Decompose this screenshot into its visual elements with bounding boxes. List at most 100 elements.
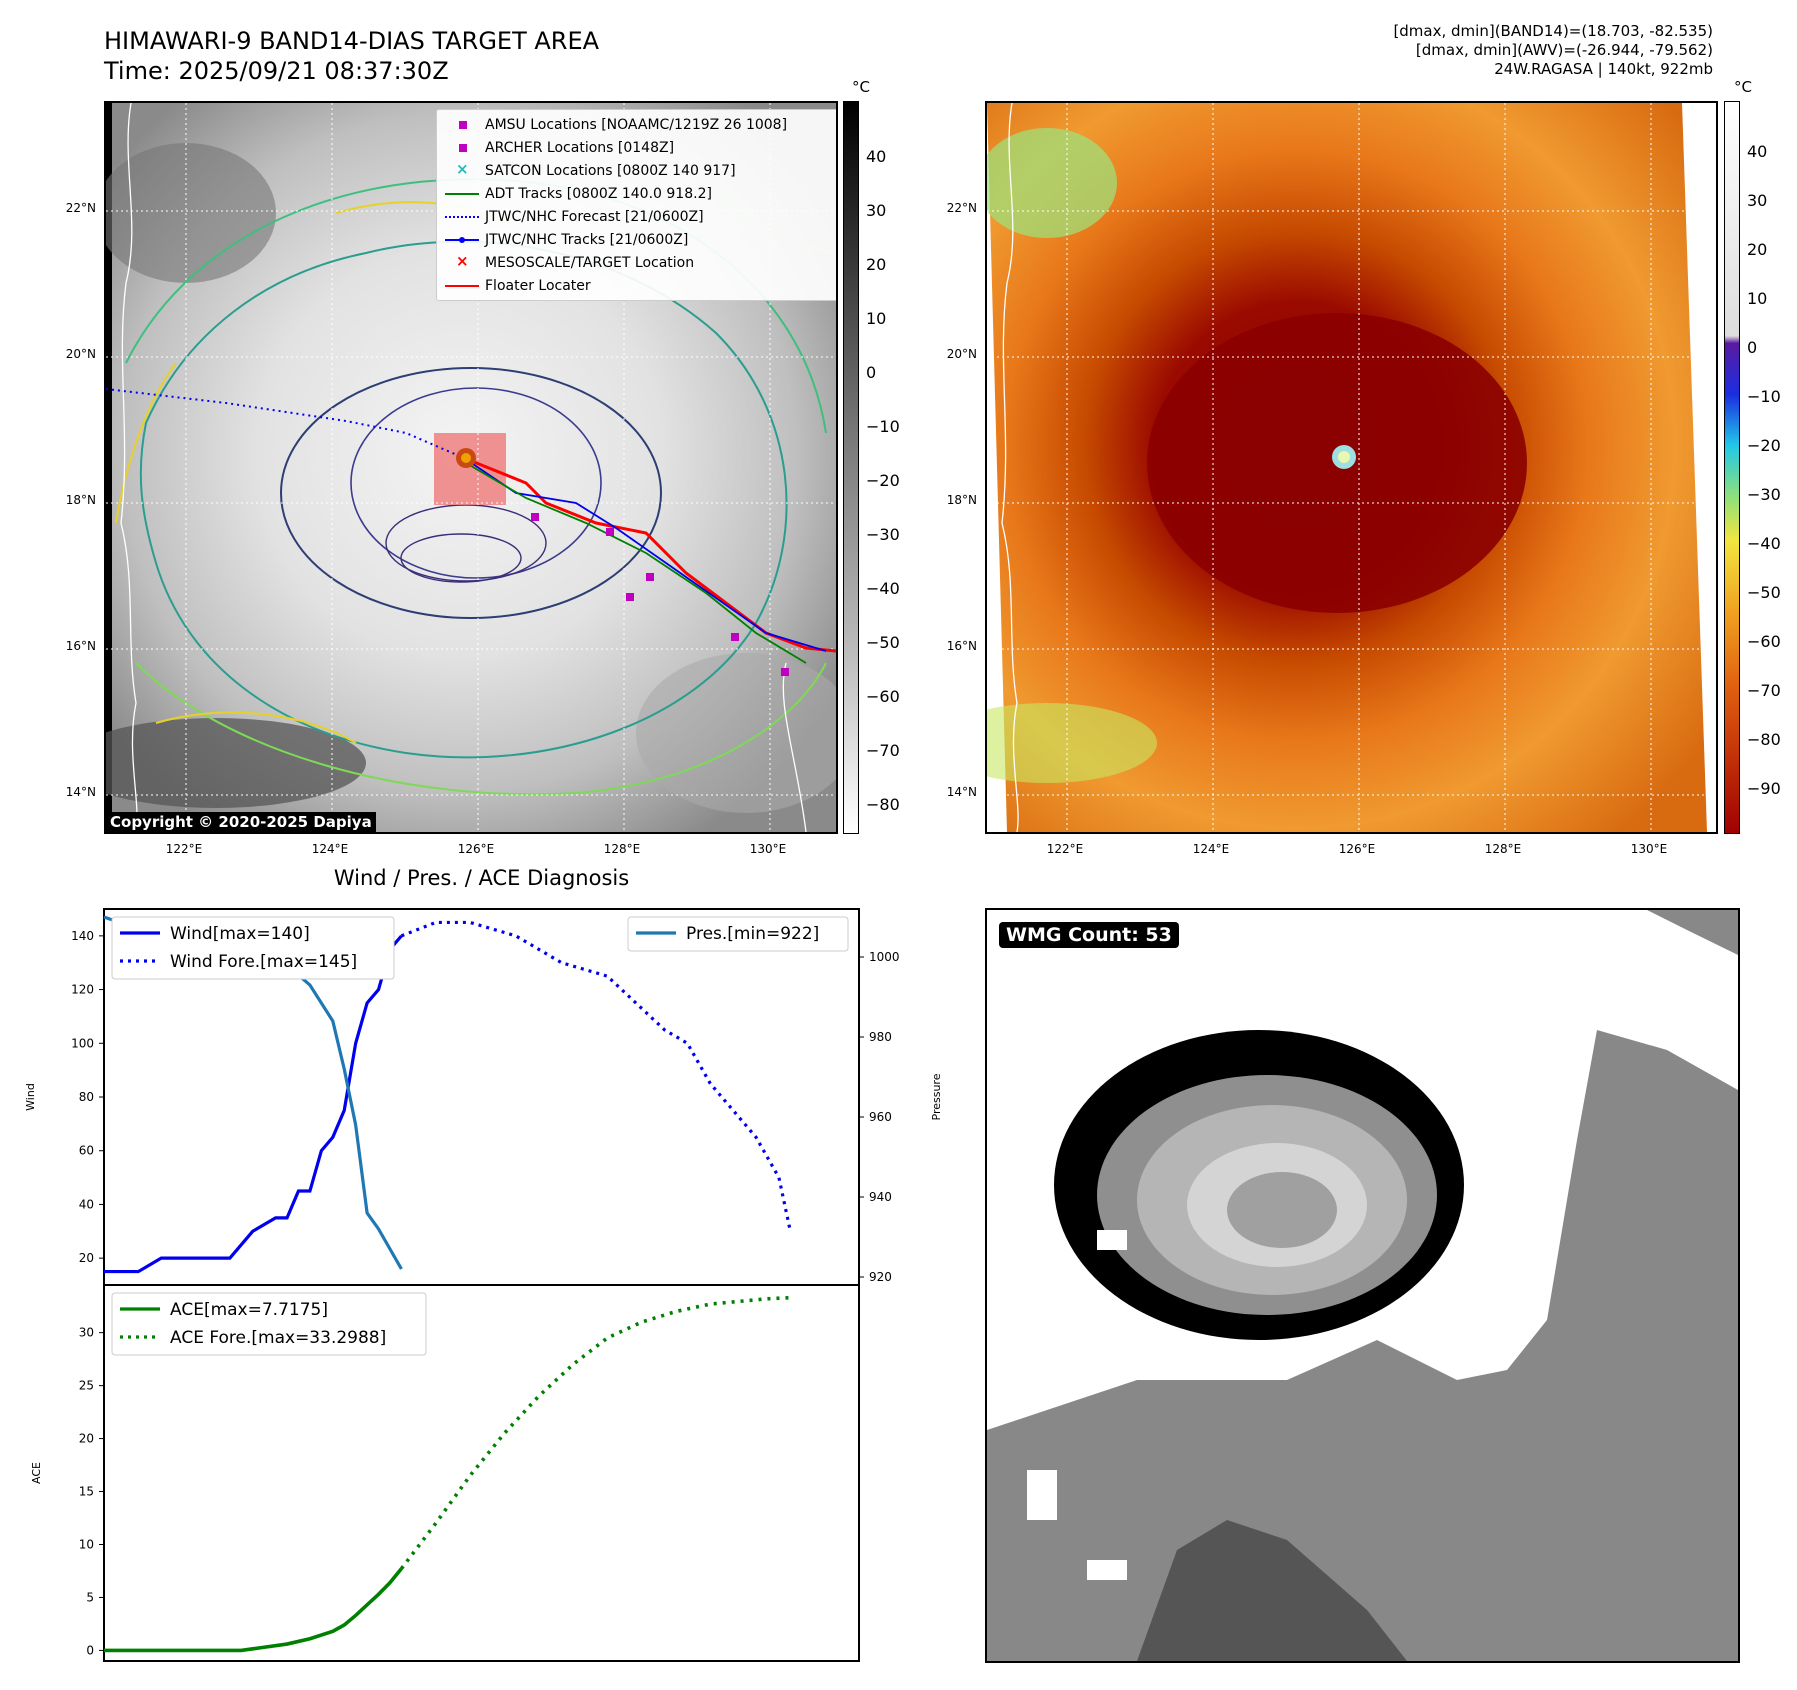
legend-entry: Pres.[min=922] (686, 924, 819, 944)
lon-tick-label: 130°E (749, 842, 787, 856)
legend-label: Floater Locater (485, 277, 591, 294)
storm-info: 24W.RAGASA | 140kt, 922mb (1494, 60, 1713, 78)
legend-entry: ACE Fore.[max=33.2988] (170, 1328, 386, 1348)
colorbar-tick-label: −50 (866, 633, 900, 652)
legend-item-forecast: JTWC/NHC Forecast [21/0600Z] (441, 205, 835, 228)
legend-label: AMSU Locations [NOAAMC/1219Z 26 1008] (485, 116, 788, 133)
title-line2: Time: 2025/09/21 08:37:30Z (104, 57, 449, 85)
stats-awv: [dmax, dmin](AWV)=(-26.944, -79.562) (1415, 41, 1713, 59)
pressure-tick-label: 960 (869, 1110, 892, 1124)
right-map-lat-labels: 22°N 20°N 18°N 16°N 14°N (921, 101, 981, 834)
colorbar-tick-label: 40 (1747, 142, 1768, 161)
square-marker-icon (459, 143, 467, 152)
copyright-label: Copyright © 2020-2025 Dapiya (106, 812, 376, 832)
wind-tick-label: 140 (71, 929, 94, 943)
legend-label: JTWC/NHC Tracks [21/0600Z] (485, 231, 689, 248)
wind-tick-label: 40 (79, 1197, 94, 1211)
colorbar-tick-label: 30 (866, 201, 887, 220)
dotted-line-icon (445, 215, 479, 218)
wind-tick-label: 100 (71, 1036, 94, 1050)
ace-tick-label: 10 (79, 1537, 94, 1551)
lat-tick-label: 20°N (65, 347, 96, 361)
colorbar-tick-label: −70 (866, 741, 900, 760)
left-map-lat-labels: 22°N 20°N 18°N 16°N 14°N (40, 101, 100, 834)
left-map-lon-labels: 122°E 124°E 126°E 128°E 130°E (104, 842, 838, 862)
lon-tick-label: 128°E (1484, 842, 1522, 856)
legend-label: SATCON Locations [0800Z 140 917] (485, 162, 736, 179)
wind-forecast-line (400, 920, 792, 1232)
lon-tick-label: 124°E (311, 842, 349, 856)
stats-header: [dmax, dmin](BAND14)=(18.703, -82.535) [… (1393, 22, 1713, 79)
legend-entry: Wind[max=140] (170, 924, 310, 944)
legend-label: JTWC/NHC Forecast [21/0600Z] (485, 208, 704, 225)
title-line1: HIMAWARI-9 BAND14-DIAS TARGET AREA (104, 27, 600, 55)
colorbar-tick-label: −80 (866, 795, 900, 814)
line-marker-icon (445, 284, 479, 287)
right-map-lon-labels: 122°E 124°E 126°E 128°E 130°E (985, 842, 1718, 862)
colorbar-tick-label: 20 (866, 255, 887, 274)
pressure-tick-label: 940 (869, 1190, 892, 1204)
square-marker-icon (459, 120, 467, 129)
pressure-tick-label: 980 (869, 1030, 892, 1044)
wmg-image (987, 910, 1738, 1661)
legend-item-tracks: JTWC/NHC Tracks [21/0600Z] (441, 228, 835, 251)
colorbar-tick-label: 30 (1747, 191, 1768, 210)
wmg-panel: WMG Count: 53 (985, 908, 1740, 1663)
stats-band14: [dmax, dmin](BAND14)=(18.703, -82.535) (1393, 22, 1713, 40)
right-map-panel (985, 101, 1718, 834)
wind-axis-label: Wind (24, 1083, 37, 1111)
left-colorbar (843, 101, 859, 834)
colorbar-tick-label: −30 (866, 525, 900, 544)
ace-legend (111, 1292, 427, 1356)
legend-item-adt: ADT Tracks [0800Z 140.0 918.2] (441, 182, 835, 205)
legend-entry: ACE[max=7.7175] (170, 1300, 328, 1320)
ace-tick-label: 0 (86, 1643, 94, 1657)
legend-item-satcon: × SATCON Locations [0800Z 140 917] (441, 159, 835, 182)
x-marker-icon: × (456, 159, 469, 178)
lon-tick-label: 124°E (1192, 842, 1230, 856)
pressure-legend (627, 916, 849, 952)
colorbar-tick-label: −90 (1747, 779, 1781, 798)
left-map-legend: AMSU Locations [NOAAMC/1219Z 26 1008] AR… (436, 109, 836, 301)
pressure-axis-label: Pressure (930, 1073, 943, 1120)
line-marker-icon (445, 192, 479, 195)
left-map-panel: Copyright © 2020-2025 Dapiya AMSU Locati… (104, 101, 838, 834)
legend-label: ADT Tracks [0800Z 140.0 918.2] (485, 185, 712, 202)
colorbar-tick-label: −80 (1747, 730, 1781, 749)
x-marker-icon: × (456, 251, 469, 270)
colorbar-tick-label: 20 (1747, 240, 1768, 259)
colorbar-tick-label: 0 (1747, 338, 1758, 357)
right-map-image (987, 103, 1716, 832)
lon-tick-label: 122°E (1046, 842, 1084, 856)
lat-tick-label: 14°N (65, 785, 96, 799)
legend-label: ARCHER Locations [0148Z] (485, 139, 675, 156)
wind-tick-label: 20 (79, 1251, 94, 1265)
colorbar-tick-label: 0 (866, 363, 877, 382)
lat-tick-label: 16°N (946, 639, 977, 653)
lon-tick-label: 126°E (1338, 842, 1376, 856)
legend-item-floater: Floater Locater (441, 274, 835, 297)
legend-item-mesoscale: × MESOSCALE/TARGET Location (441, 251, 835, 274)
wind-series-line (104, 934, 403, 1274)
colorbar-tick-label: −60 (866, 687, 900, 706)
diagnosis-title: Wind / Pres. / ACE Diagnosis (333, 866, 630, 890)
lon-tick-label: 126°E (457, 842, 495, 856)
lat-tick-label: 22°N (946, 201, 977, 215)
colorbar-tick-label: −20 (1747, 436, 1781, 455)
legend-label: MESOSCALE/TARGET Location (485, 254, 695, 271)
ace-tick-label: 5 (86, 1590, 94, 1604)
ace-tick-label: 25 (79, 1379, 94, 1393)
lat-tick-label: 20°N (946, 347, 977, 361)
right-colorbar (1724, 101, 1740, 834)
lon-tick-label: 128°E (603, 842, 641, 856)
wind-tick-label: 80 (79, 1090, 94, 1104)
legend-item-amsu: AMSU Locations [NOAAMC/1219Z 26 1008] (441, 113, 835, 136)
colorbar-tick-label: −20 (866, 471, 900, 490)
wind-tick-label: 60 (79, 1144, 94, 1158)
ace-series-line (104, 1567, 403, 1653)
left-colorbar-ticks: 40 30 20 10 0 −10 −20 −30 −40 −50 −60 −70 −80 (866, 101, 926, 834)
colorbar-tick-label: 10 (1747, 289, 1768, 308)
legend-item-archer: ARCHER Locations [0148Z] (441, 136, 835, 159)
colorbar-tick-label: −50 (1747, 583, 1781, 602)
